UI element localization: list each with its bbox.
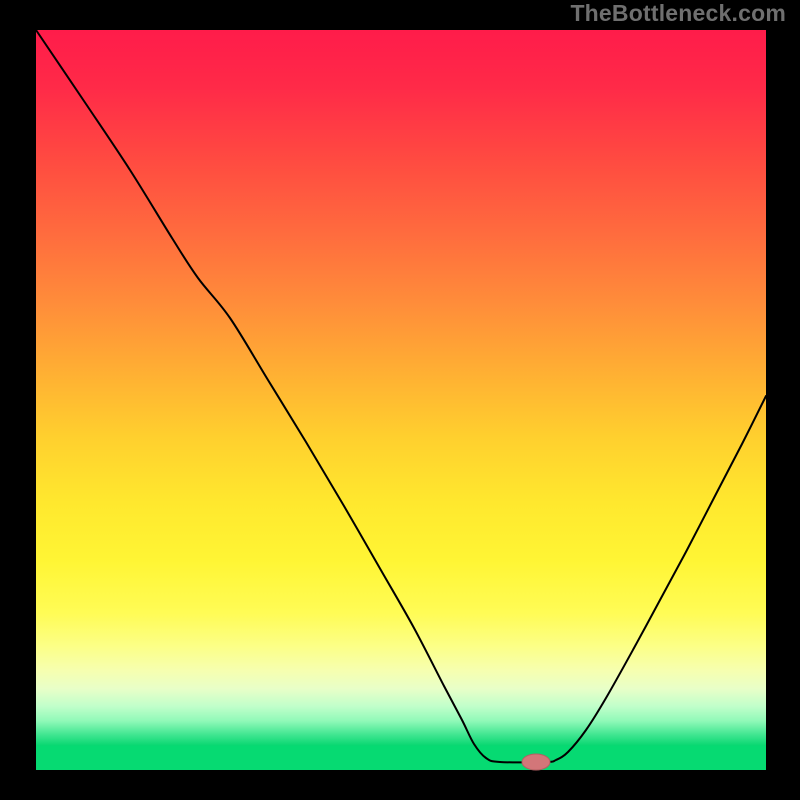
plot-background-gradient xyxy=(36,30,766,746)
watermark-text: TheBottleneck.com xyxy=(570,0,786,27)
bottleneck-chart-stage: TheBottleneck.com xyxy=(0,0,800,800)
plot-bottom-strip xyxy=(36,746,766,770)
optimal-marker xyxy=(522,754,550,770)
chart-svg xyxy=(0,0,800,800)
